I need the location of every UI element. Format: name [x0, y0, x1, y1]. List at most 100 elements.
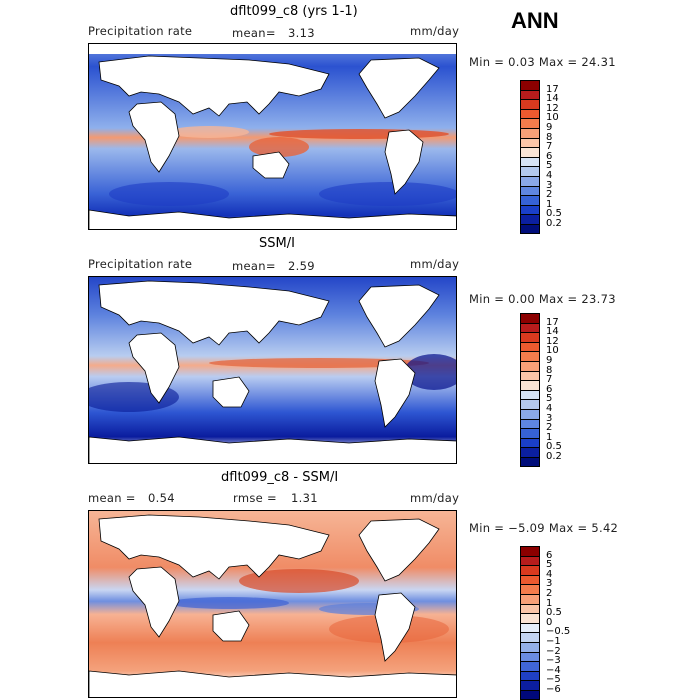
colorbar-tick-label: 2 [546, 588, 553, 599]
colorbar-swatch [520, 351, 540, 361]
colorbar-tick-label: 4 [546, 403, 553, 414]
colorbar-swatch [520, 622, 540, 633]
colorbar-swatch [520, 380, 540, 390]
colorbar-tick-label: 1 [546, 198, 553, 210]
panel-1-mean-label: mean= [232, 26, 276, 40]
colorbar-tick-label: 4 [546, 170, 553, 181]
colorbar-tick-label: 1 [546, 431, 553, 443]
colorbar-tick-label: 5 [546, 160, 553, 172]
panel-1-title: dflt099_c8 (yrs 1-1) [230, 4, 358, 19]
colorbar-swatch [520, 370, 540, 381]
colorbar-swatch [520, 399, 540, 409]
colorbar-tick-label: 0.5 [546, 607, 562, 619]
colorbar-tick-label: 0.2 [546, 218, 562, 229]
colorbar-swatch [520, 689, 540, 700]
colorbar-swatch [520, 175, 540, 186]
panel-1-mean-value: 3.13 [288, 26, 315, 40]
colorbar-tick-label: 2 [546, 189, 553, 201]
colorbar-swatch [520, 223, 540, 234]
colorbar-tick-label: −6 [546, 684, 561, 695]
colorbar-swatch [520, 680, 540, 690]
colorbar-tick-label: 8 [546, 131, 553, 143]
panel-3-mean-label: mean = [88, 491, 136, 505]
colorbar-swatch [520, 195, 540, 205]
colorbar-swatch [520, 584, 540, 594]
panel-3-map [88, 510, 457, 698]
colorbar-swatch [520, 322, 540, 333]
colorbar-swatch [520, 565, 540, 575]
colorbar-swatch [520, 118, 540, 128]
colorbar-tick-label: 3 [546, 578, 553, 590]
colorbar-swatch [520, 593, 540, 604]
panel-3-minmax: Min = −5.09 Max = 5.42 [469, 521, 619, 535]
colorbar-swatch [520, 603, 540, 614]
panel-3-title: dflt099_c8 - SSM/I [221, 470, 339, 485]
colorbar-swatch [520, 389, 540, 400]
colorbar-tick-label: 14 [546, 93, 559, 105]
season-label: ANN [511, 8, 559, 33]
colorbar-swatch [520, 313, 540, 323]
colorbar-swatch [520, 456, 540, 467]
panel-2-colorbar [520, 313, 540, 467]
panel-1-map [88, 43, 457, 230]
panel-2-mean-value: 2.59 [288, 259, 315, 273]
colorbar-swatch [520, 147, 540, 157]
colorbar-swatch [520, 166, 540, 176]
colorbar-swatch [520, 418, 540, 429]
colorbar-tick-label: −0.5 [546, 626, 571, 638]
colorbar-tick-label: −2 [546, 645, 561, 657]
colorbar-tick-label: 3 [546, 412, 553, 424]
colorbar-swatch [520, 408, 540, 419]
colorbar-swatch [520, 89, 540, 100]
colorbar-swatch [520, 80, 540, 90]
panel-1-variable-label: Precipitation rate [88, 24, 193, 38]
colorbar-swatch [520, 99, 540, 109]
colorbar-swatch [520, 670, 540, 681]
colorbar-swatch [520, 214, 540, 224]
colorbar-swatch [520, 137, 540, 148]
panel-2-mean-label: mean= [232, 259, 276, 273]
colorbar-tick-label: −5 [546, 674, 561, 686]
panel-2-title: SSM/I [259, 236, 295, 251]
panel-2-minmax: Min = 0.00 Max = 23.73 [469, 292, 616, 306]
panel-3-units: mm/day [410, 491, 460, 505]
colorbar-swatch [520, 641, 540, 652]
colorbar-swatch [520, 341, 540, 352]
panel-2-units: mm/day [410, 257, 460, 271]
panel-3-colorbar [520, 546, 540, 700]
colorbar-swatch [520, 651, 540, 662]
panel-1-colorbar [520, 80, 540, 234]
colorbar-swatch [520, 204, 540, 215]
panel-2-variable-label: Precipitation rate [88, 257, 193, 271]
panel-1-minmax: Min = 0.03 Max = 24.31 [469, 55, 616, 69]
colorbar-swatch [520, 574, 540, 585]
colorbar-swatch [520, 546, 540, 556]
colorbar-tick-label: 14 [546, 326, 559, 338]
panel-3-rmse-label: rmse = [233, 491, 277, 505]
colorbar-tick-label: 0 [546, 616, 553, 628]
colorbar-tick-label: 9 [546, 355, 553, 366]
colorbar-swatch [520, 360, 540, 371]
colorbar-tick-label: 0.2 [546, 451, 562, 462]
colorbar-tick-label: 9 [546, 122, 553, 133]
panel-3-mean-value: 0.54 [148, 491, 175, 505]
colorbar-tick-label: −3 [546, 655, 561, 667]
colorbar-tick-label: 0.5 [546, 208, 562, 220]
colorbar-tick-label: −4 [546, 664, 561, 676]
colorbar-swatch [520, 437, 540, 448]
colorbar-tick-label: 1 [546, 597, 553, 609]
colorbar-swatch [520, 332, 540, 342]
colorbar-swatch [520, 127, 540, 138]
panel-3-rmse-value: 1.31 [291, 491, 318, 505]
colorbar-tick-label: 6 [546, 549, 553, 561]
colorbar-swatch [520, 661, 540, 671]
colorbar-swatch [520, 632, 540, 642]
colorbar-swatch [520, 555, 540, 566]
colorbar-tick-label: 3 [546, 179, 553, 191]
colorbar-swatch [520, 156, 540, 167]
colorbar-tick-label: 10 [546, 345, 559, 357]
colorbar-tick-label: 6 [546, 150, 553, 162]
colorbar-tick-label: 7 [546, 374, 553, 386]
colorbar-tick-label: 8 [546, 364, 553, 376]
colorbar-tick-label: −1 [546, 636, 561, 647]
